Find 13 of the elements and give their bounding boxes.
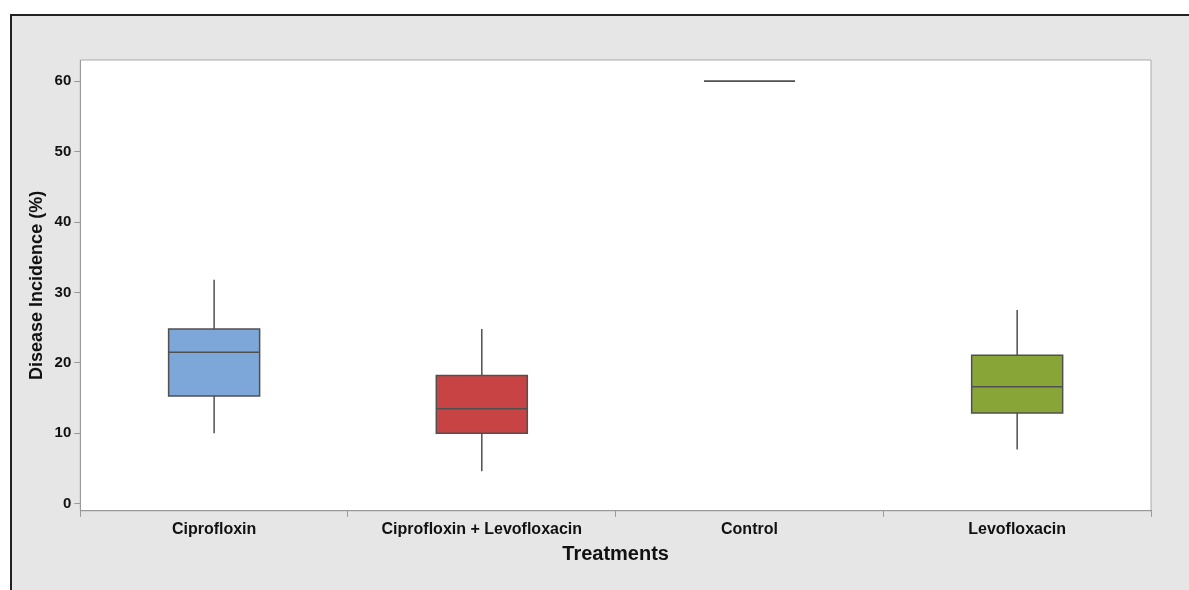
x-axis-title: Treatments [562, 541, 669, 564]
y-tick-label: 40 [54, 212, 72, 230]
y-axis-title: Disease Incidence (%) [25, 190, 46, 380]
y-tick-label: 10 [54, 423, 72, 441]
y-tick-label: 60 [54, 71, 72, 89]
y-tick-label: 30 [54, 282, 72, 300]
x-tick-label: Control [721, 519, 778, 537]
y-tick-label: 50 [54, 141, 72, 159]
x-tick-label: Levofloxacin [968, 519, 1067, 537]
x-tick-label: Ciprofloxin + Levofloxacin [381, 519, 583, 537]
y-tick-label: 20 [54, 353, 72, 371]
y-tick-label: 0 [62, 493, 72, 511]
x-tick-label: Ciprofloxin [171, 519, 257, 537]
